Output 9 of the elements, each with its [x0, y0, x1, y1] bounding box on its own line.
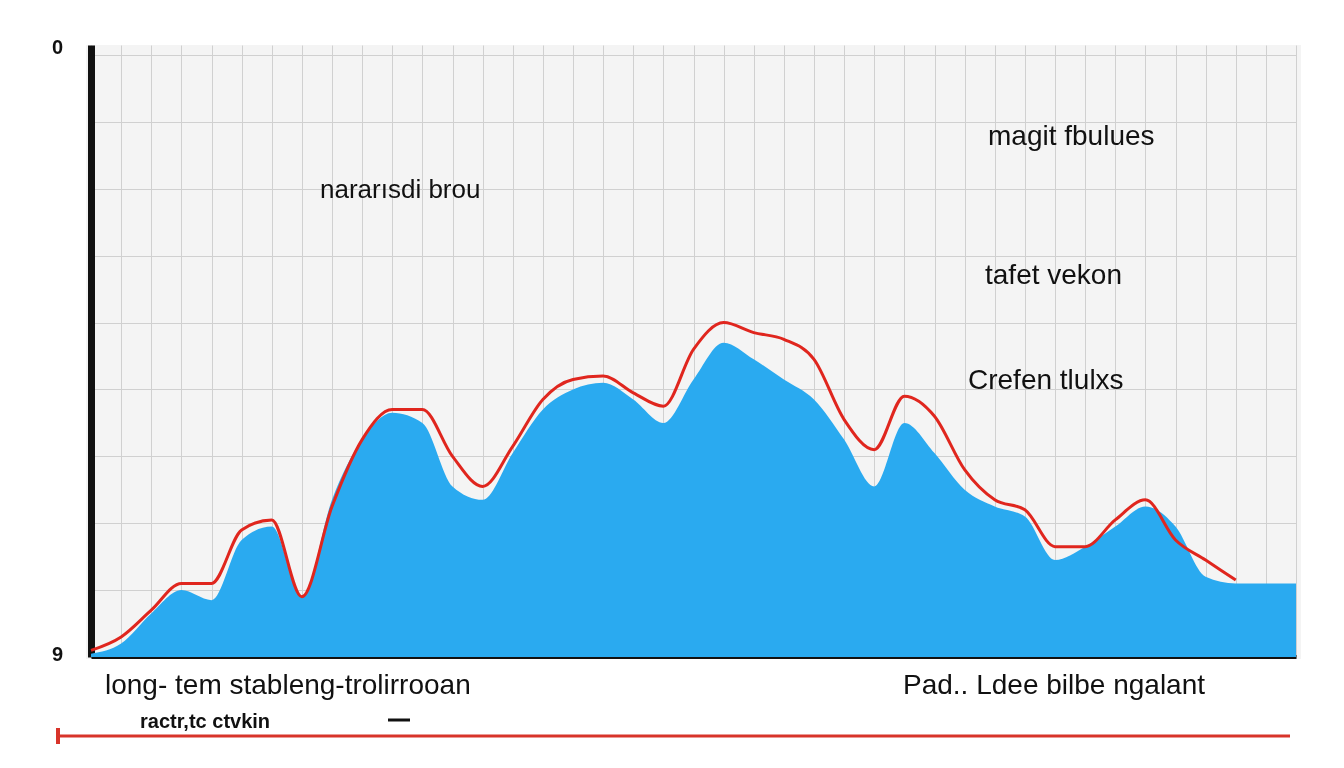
annotation: Crefen tlulxs [968, 364, 1124, 395]
text: 0 [52, 36, 64, 58]
text: nararısdi brou [320, 174, 481, 204]
text: ractr,tc ctvkin [140, 710, 271, 732]
text: tafet vekon [985, 259, 1122, 290]
text: 9 [52, 643, 64, 665]
text: long- tem stableng-trolirrooan [105, 669, 471, 700]
text: Pad.. Ldee bilbe ngalant [903, 669, 1206, 700]
text: magit fbulues [988, 120, 1155, 151]
